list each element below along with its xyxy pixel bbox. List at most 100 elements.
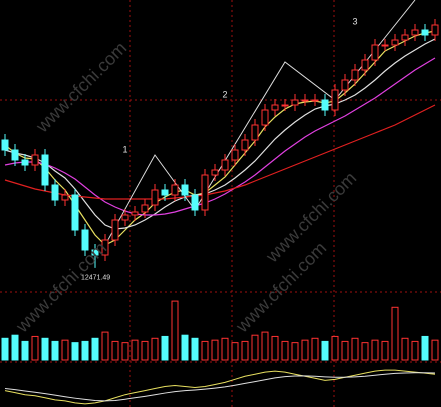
candle-body	[41, 154, 49, 186]
volume-bar	[91, 337, 99, 361]
volume-bar	[151, 337, 159, 361]
volume-bar	[121, 342, 129, 361]
volume-bar	[21, 340, 29, 361]
candle-body	[281, 104, 289, 107]
volume-bar	[251, 334, 259, 361]
candle-body	[211, 169, 219, 176]
candle-body	[131, 211, 139, 216]
volume-bar	[291, 342, 299, 361]
candle-body	[31, 154, 39, 166]
candle-body	[341, 79, 349, 91]
volume-bar	[31, 335, 39, 361]
low-label: 12471.49	[81, 275, 110, 282]
ma-line	[4, 57, 436, 216]
candle-body	[241, 139, 249, 151]
macd-line	[4, 369, 436, 405]
candle-body	[101, 239, 109, 256]
volume-bar	[381, 340, 389, 361]
volume-bar	[1, 337, 9, 361]
wave-label: 2	[222, 89, 227, 99]
volume-bar	[111, 340, 119, 361]
candle-body	[191, 194, 199, 211]
watermark: www.cfchi.com	[31, 38, 130, 137]
volume-bar	[11, 334, 19, 361]
candle-body	[371, 44, 379, 61]
candle-body	[51, 184, 59, 201]
volume-bar	[221, 337, 229, 361]
candle-body	[61, 194, 69, 201]
volume-bar	[61, 339, 69, 361]
candle-body	[291, 99, 299, 106]
candle-body	[421, 29, 429, 36]
candle-body	[221, 159, 229, 171]
candle-body	[391, 39, 399, 46]
candle-body	[411, 29, 419, 36]
volume-bar	[351, 337, 359, 361]
candle-body	[301, 99, 309, 102]
volume-bar	[101, 331, 109, 361]
candle-body	[11, 149, 19, 161]
candle-body	[141, 204, 149, 213]
macd-line	[4, 372, 436, 402]
candle-body	[401, 34, 409, 41]
candle-body	[271, 104, 279, 111]
candle-body	[151, 189, 159, 206]
volume-bar	[401, 337, 409, 361]
candle-body	[381, 44, 389, 47]
volume-bar	[141, 340, 149, 361]
volume-bar	[211, 339, 219, 361]
volume-bar	[51, 340, 59, 361]
candle-body	[1, 139, 9, 151]
volume-bar	[281, 340, 289, 361]
candle-body	[351, 69, 359, 81]
volume-bar	[231, 342, 239, 361]
wave-label: 3	[352, 16, 357, 26]
watermark: www.cfchi.com	[11, 238, 110, 337]
ma-line	[4, 30, 436, 246]
volume-bar	[201, 340, 209, 361]
volume-bar	[241, 340, 249, 361]
zigzag-line	[104, 0, 416, 246]
volume-bar	[341, 340, 349, 361]
candle-body	[91, 249, 99, 256]
volume-bar	[271, 335, 279, 361]
ma-line	[4, 38, 436, 230]
volume-bar	[41, 337, 49, 361]
candle-body	[311, 99, 319, 102]
volume-bar	[81, 340, 89, 361]
volume-bar	[191, 337, 199, 361]
volume-bar	[371, 339, 379, 361]
volume-bar	[311, 337, 319, 361]
candle-body	[121, 214, 129, 221]
candle-body	[81, 229, 89, 251]
candle-body	[321, 99, 329, 111]
candle-body	[431, 24, 439, 36]
volume-bar	[171, 300, 179, 361]
volume-bar	[431, 339, 439, 361]
candle-body	[331, 89, 339, 111]
volume-bar	[301, 339, 309, 361]
candle-body	[361, 59, 369, 71]
candle-body	[231, 149, 239, 161]
ma-line	[4, 104, 436, 200]
candle-body	[161, 189, 169, 196]
volume-bar	[411, 340, 419, 361]
volume-bar	[131, 339, 139, 361]
volume-bar	[331, 335, 339, 361]
wave-label: 1	[122, 144, 127, 154]
volume-bar	[71, 342, 79, 361]
volume-bar	[321, 340, 329, 361]
volume-bar	[361, 342, 369, 361]
volume-bar	[391, 306, 399, 361]
candle-body	[171, 184, 179, 196]
volume-bar	[261, 331, 269, 361]
candle-body	[261, 109, 269, 126]
candle-body	[71, 194, 79, 231]
volume-bar	[421, 335, 429, 361]
candle-body	[21, 159, 29, 166]
candle-body	[201, 174, 209, 211]
volume-bar	[161, 335, 169, 361]
volume-bar	[181, 334, 189, 361]
